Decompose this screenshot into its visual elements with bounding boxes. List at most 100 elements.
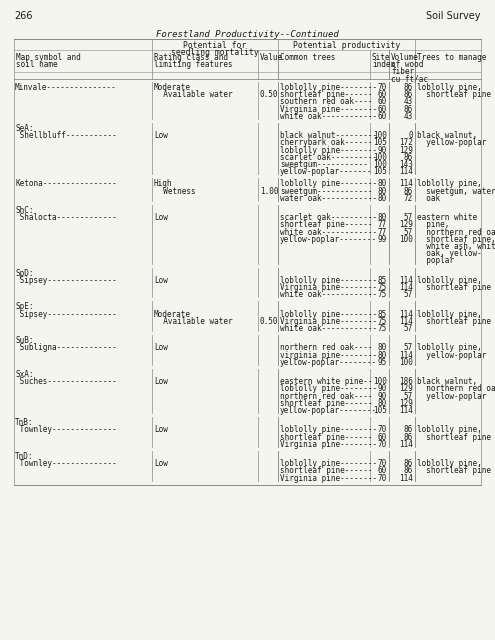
Text: 114: 114: [399, 310, 413, 319]
Text: 70: 70: [378, 83, 387, 92]
Text: 114: 114: [399, 167, 413, 176]
Text: 80: 80: [378, 213, 387, 222]
Text: 105: 105: [373, 138, 387, 147]
Text: 105: 105: [373, 167, 387, 176]
Text: 129: 129: [399, 385, 413, 394]
Text: Site: Site: [372, 53, 391, 62]
Text: loblolly pine,: loblolly pine,: [417, 83, 482, 92]
Text: loblolly pine--------: loblolly pine--------: [280, 276, 377, 285]
Text: 80: 80: [378, 399, 387, 408]
Text: 114: 114: [399, 276, 413, 285]
Text: 60: 60: [378, 112, 387, 121]
Text: 80: 80: [378, 187, 387, 196]
Text: 86: 86: [404, 153, 413, 162]
Text: 86: 86: [404, 433, 413, 442]
Text: of wood: of wood: [391, 60, 423, 69]
Text: 43: 43: [404, 97, 413, 106]
Text: Virginia pine--------: Virginia pine--------: [280, 283, 377, 292]
Text: Low: Low: [154, 426, 168, 435]
Text: oak: oak: [417, 194, 440, 203]
Text: white oak------------: white oak------------: [280, 324, 377, 333]
Text: black walnut,: black walnut,: [417, 131, 477, 140]
Text: fiber: fiber: [391, 67, 414, 76]
Text: 100: 100: [399, 358, 413, 367]
Text: limiting features: limiting features: [154, 60, 233, 69]
Text: 95: 95: [378, 358, 387, 367]
Text: 72: 72: [404, 194, 413, 203]
Text: shortleaf pine: shortleaf pine: [417, 90, 491, 99]
Text: 114: 114: [399, 406, 413, 415]
Text: Shellbluff-----------: Shellbluff-----------: [15, 131, 117, 140]
Text: loblolly pine,: loblolly pine,: [417, 276, 482, 285]
Text: 85: 85: [378, 276, 387, 285]
Text: index: index: [372, 60, 395, 69]
Text: loblolly pine--------: loblolly pine--------: [280, 459, 377, 468]
Text: 60: 60: [378, 90, 387, 99]
Text: yellow-poplar--------: yellow-poplar--------: [280, 406, 377, 415]
Text: 80: 80: [378, 179, 387, 188]
Text: 100: 100: [373, 131, 387, 140]
Text: 90: 90: [378, 392, 387, 401]
Text: 186: 186: [399, 377, 413, 386]
Text: 75: 75: [378, 283, 387, 292]
Text: loblolly pine,: loblolly pine,: [417, 459, 482, 468]
Text: Potential for: Potential for: [183, 41, 247, 50]
Text: 57: 57: [404, 344, 413, 353]
Text: Townley--------------: Townley--------------: [15, 459, 117, 468]
Text: 129: 129: [399, 146, 413, 155]
Text: northern red oak----: northern red oak----: [280, 392, 373, 401]
Text: 90: 90: [378, 146, 387, 155]
Text: Available water: Available water: [154, 317, 233, 326]
Text: loblolly pine--------: loblolly pine--------: [280, 385, 377, 394]
Text: 172: 172: [399, 138, 413, 147]
Text: Subligna-------------: Subligna-------------: [15, 344, 117, 353]
Text: poplar: poplar: [417, 257, 454, 266]
Text: Rating class and: Rating class and: [154, 53, 228, 62]
Text: 70: 70: [378, 426, 387, 435]
Text: Virginia pine--------: Virginia pine--------: [280, 440, 377, 449]
Text: 57: 57: [404, 324, 413, 333]
Text: 114: 114: [399, 474, 413, 483]
Text: Moderate: Moderate: [154, 83, 191, 92]
Text: 77: 77: [378, 220, 387, 229]
Text: 57: 57: [404, 228, 413, 237]
Text: 0: 0: [408, 131, 413, 140]
Text: Low: Low: [154, 377, 168, 386]
Text: loblolly pine--------: loblolly pine--------: [280, 179, 377, 188]
Text: yellow-poplar--------: yellow-poplar--------: [280, 358, 377, 367]
Text: shortleaf pine------: shortleaf pine------: [280, 220, 373, 229]
Text: cherrybark oak------: cherrybark oak------: [280, 138, 373, 147]
Text: 86: 86: [404, 426, 413, 435]
Text: 99: 99: [378, 235, 387, 244]
Text: 105: 105: [373, 406, 387, 415]
Text: ShC:: ShC:: [15, 206, 34, 215]
Text: 86: 86: [404, 459, 413, 468]
Text: loblolly pine--------: loblolly pine--------: [280, 426, 377, 435]
Text: 86: 86: [404, 467, 413, 476]
Text: scarlet oak----------: scarlet oak----------: [280, 213, 377, 222]
Text: 129: 129: [399, 220, 413, 229]
Text: northern red oak,: northern red oak,: [417, 385, 495, 394]
Text: yellow-poplar: yellow-poplar: [417, 351, 487, 360]
Text: Low: Low: [154, 213, 168, 222]
Text: 57: 57: [404, 392, 413, 401]
Text: 114: 114: [399, 179, 413, 188]
Text: cu ft/ac: cu ft/ac: [391, 74, 428, 83]
Text: sweetgum------------: sweetgum------------: [280, 187, 373, 196]
Text: loblolly pine--------: loblolly pine--------: [280, 310, 377, 319]
Text: Soil Survey: Soil Survey: [427, 11, 481, 21]
Text: 57: 57: [404, 290, 413, 299]
Text: 114: 114: [399, 283, 413, 292]
Text: 75: 75: [378, 324, 387, 333]
Text: Suches---------------: Suches---------------: [15, 377, 117, 386]
Text: loblolly pine,: loblolly pine,: [417, 310, 482, 319]
Text: Ketona----------------: Ketona----------------: [15, 179, 117, 188]
Text: loblolly pine,: loblolly pine,: [417, 426, 482, 435]
Text: sweetgum, water: sweetgum, water: [417, 187, 495, 196]
Text: 80: 80: [378, 351, 387, 360]
Text: southern red oak----: southern red oak----: [280, 97, 373, 106]
Text: black walnut,: black walnut,: [417, 377, 477, 386]
Text: 70: 70: [378, 474, 387, 483]
Text: Wetness: Wetness: [154, 187, 196, 196]
Text: 1.00: 1.00: [260, 187, 279, 196]
